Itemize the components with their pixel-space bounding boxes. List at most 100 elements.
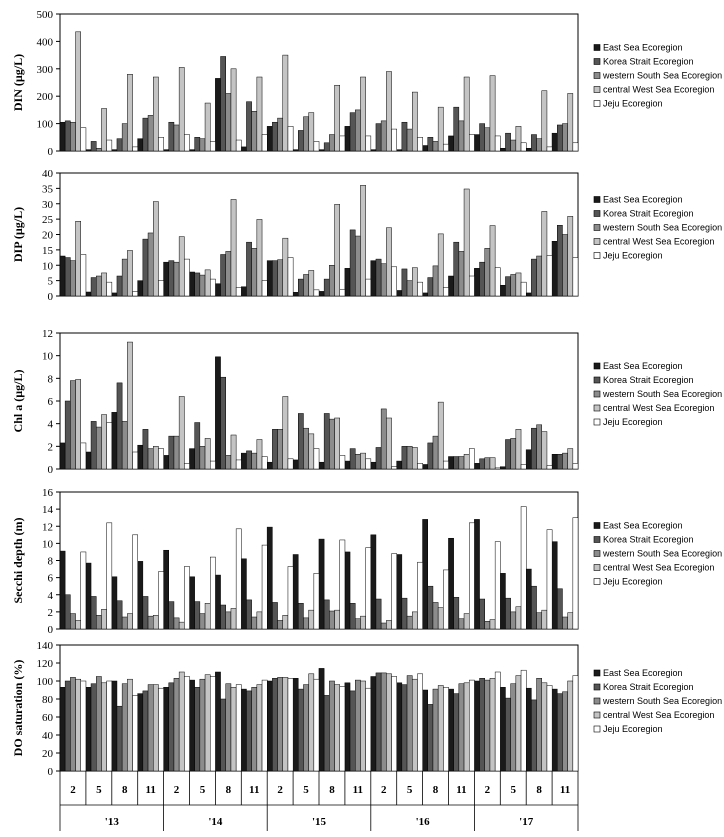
bar-s0-g19	[551, 688, 558, 772]
bar-s2-g10	[329, 134, 335, 152]
bar-s3-g15	[463, 76, 470, 152]
y-tick-label: 60	[42, 712, 54, 724]
bar-s3-g0	[75, 620, 82, 630]
bar-s0-g2	[111, 412, 118, 470]
bar-s4-g18	[546, 465, 553, 470]
y-tick-label: 10	[42, 351, 54, 363]
x-tick-label-month: 2	[174, 784, 180, 796]
bar-s0-g14	[422, 145, 428, 152]
bar-s0-g12	[370, 260, 377, 297]
bar-s0-g11	[344, 551, 351, 630]
bar-s1-g18	[531, 134, 537, 152]
bar-s2-g3	[147, 615, 154, 630]
bar-s4-g2	[132, 291, 139, 297]
bar-s1-g13	[401, 121, 408, 152]
bar-s1-g13	[401, 684, 408, 772]
legend-swatch	[593, 238, 601, 245]
bar-s1-g19	[557, 693, 563, 772]
bar-s1-g9	[298, 130, 304, 152]
bar-s4-g3	[158, 137, 164, 152]
bar-s0-g4	[163, 549, 170, 630]
bar-s3-g2	[127, 341, 133, 470]
bar-s0-g2	[111, 292, 118, 297]
bar-s0-g16	[474, 268, 480, 297]
bar-s1-g1	[90, 596, 97, 630]
legend-label: Jeju Ecoregion	[603, 99, 663, 109]
bar-s2-g13	[406, 128, 413, 152]
bar-s2-g3	[147, 232, 154, 297]
y-tick-label: 120	[37, 658, 54, 670]
x-tick-label-year: '13	[105, 816, 120, 828]
bar-s0-g3	[137, 280, 144, 297]
bar-s0-g17	[500, 573, 506, 630]
bar-s4-g16	[494, 467, 501, 470]
bar-s1-g4	[168, 121, 175, 152]
y-axis-title: DIP (µg/L)	[11, 207, 25, 262]
bar-s4-g7	[261, 544, 268, 630]
bar-s1-g0	[64, 257, 71, 297]
bar-s2-g4	[173, 124, 180, 152]
y-tick-label: 80	[42, 694, 54, 706]
bar-s1-g17	[505, 439, 511, 470]
bar-s3-g15	[463, 454, 470, 470]
bar-s0-g18	[525, 449, 532, 470]
bar-s1-g8	[272, 678, 278, 772]
bar-s0-g17	[500, 466, 506, 470]
bar-s3-g14	[437, 233, 444, 297]
bar-s1-g7	[246, 599, 252, 630]
legend-label: western South Sea Ecoregion	[602, 223, 722, 233]
bar-s0-g15	[448, 135, 454, 152]
bar-s2-g12	[380, 622, 387, 630]
bar-s4-g1	[106, 522, 113, 630]
bar-s3-g1	[101, 272, 107, 297]
legend-label: Jeju Ecoregion	[603, 724, 663, 734]
legend-label: Korea Strait Ecoregion	[603, 375, 694, 385]
bar-s1-g3	[142, 238, 149, 297]
y-tick-label: 400	[37, 36, 54, 48]
bar-s1-g13	[401, 446, 408, 470]
bar-s0-g3	[137, 693, 144, 772]
bar-s1-g10	[323, 695, 330, 772]
legend-label: East Sea Ecoregion	[603, 195, 683, 205]
bar-s0-g13	[396, 682, 403, 772]
bar-s2-g17	[510, 683, 517, 772]
bar-s3-g18	[541, 211, 548, 297]
bar-s4-g19	[572, 142, 579, 152]
bar-s4-g15	[469, 679, 475, 772]
bar-s1-g1	[90, 683, 97, 772]
bar-s2-g12	[380, 408, 387, 470]
bar-s1-g19	[557, 454, 563, 470]
bar-s0-g4	[163, 149, 170, 152]
bar-s1-g14	[427, 585, 434, 630]
bar-s3-g10	[334, 684, 340, 772]
legend-swatch	[593, 418, 601, 426]
bar-s3-g9	[308, 673, 315, 772]
bar-s1-g14	[427, 277, 434, 297]
bar-s1-g2	[116, 705, 123, 772]
bar-s0-g11	[344, 126, 351, 152]
x-axis: 2 5 8 11 2 5 8 11 2 5 8 11 2 5 8 11 2 5 8 11 '13 '14 '15 '16 '17	[59, 771, 579, 831]
legend-swatch	[593, 224, 601, 231]
legend-swatch	[593, 536, 601, 543]
bar-s4-g16	[494, 267, 501, 297]
bar-s1-g13	[401, 268, 408, 297]
bar-s0-g3	[137, 138, 144, 152]
bar-s2-g0	[70, 677, 76, 772]
bar-s4-g3	[158, 280, 164, 297]
bar-s0-g16	[474, 680, 480, 772]
legend-swatch	[593, 72, 601, 79]
bar-s0-g10	[318, 538, 325, 630]
bar-s2-g18	[536, 255, 542, 297]
bar-s4-g18	[546, 255, 553, 297]
bar-s2-g5	[199, 446, 206, 470]
bar-s4-g2	[132, 146, 139, 152]
bar-s0-g18	[525, 568, 532, 630]
bar-s0-g10	[318, 291, 325, 297]
bar-s2-g3	[147, 115, 154, 152]
x-tick-label-year: '17	[519, 816, 534, 828]
bar-s2-g16	[484, 127, 491, 152]
bar-s0-g18	[525, 687, 532, 772]
bar-s3-g3	[153, 684, 159, 772]
bar-s0-g8	[266, 680, 273, 772]
bar-s1-g5	[194, 687, 201, 772]
